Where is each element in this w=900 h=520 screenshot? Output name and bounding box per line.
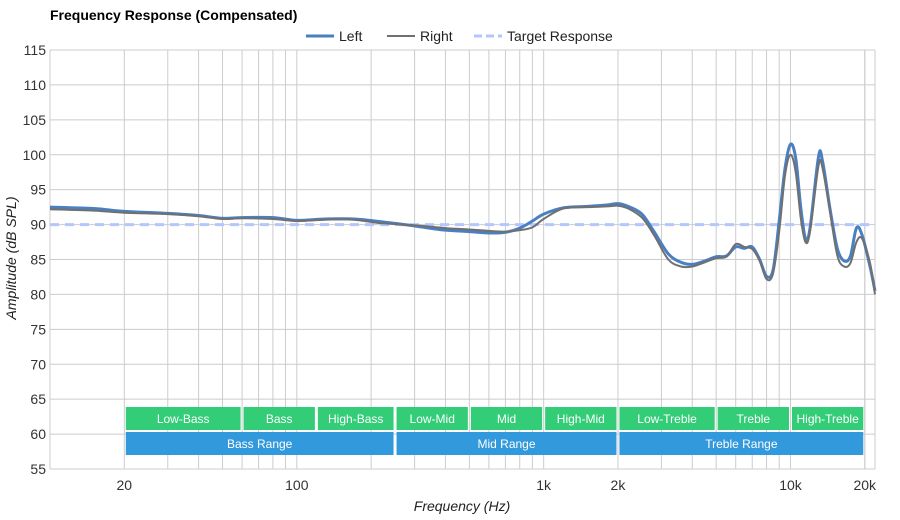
band-mid-range (396, 432, 617, 455)
y-axis-label: Amplitude (dB SPL) (3, 197, 19, 321)
band-mid (470, 407, 543, 430)
y-tick-label: 100 (23, 147, 47, 163)
band-low-treble (619, 407, 715, 430)
x-tick-label: 20k (853, 477, 877, 493)
chart-series (49, 142, 877, 295)
x-tick-label: 1k (536, 477, 552, 493)
y-tick-label: 90 (30, 217, 46, 233)
frequency-bands: Low-Bass Bass High-Bass Low-Mid Mid High-Mid L… (125, 407, 864, 455)
y-tick-label: 55 (30, 461, 46, 477)
band-bass-range (125, 432, 394, 455)
band-label: High-Bass (328, 412, 383, 426)
y-tick-label: 70 (30, 356, 46, 372)
band-bass (243, 407, 315, 430)
band-low-mid (396, 407, 468, 430)
band-label: Treble (737, 412, 771, 426)
chart-title: Frequency Response (Compensated) (50, 7, 297, 23)
y-tick-label: 65 (30, 391, 46, 407)
y-tick-label: 95 (30, 182, 46, 198)
band-label: Bass Range (227, 437, 293, 451)
band-label: Mid Range (477, 437, 535, 451)
band-label: Treble Range (705, 437, 778, 451)
band-label: Low-Treble (637, 412, 697, 426)
band-label: Low-Mid (410, 412, 455, 426)
band-treble-range (619, 432, 864, 455)
chart-legend: Left Right Target Response (306, 28, 613, 44)
band-low-bass (125, 407, 241, 430)
x-tick-label: 2k (611, 477, 627, 493)
band-high-treble (791, 407, 864, 430)
band-label: Low-Bass (157, 412, 210, 426)
band-high-mid (545, 407, 617, 430)
band-label: High-Treble (797, 412, 860, 426)
x-tick-label: 20 (117, 477, 133, 493)
legend-label-left: Left (339, 28, 362, 44)
y-tick-label: 80 (30, 286, 46, 302)
x-axis-ticks: 20 100 1k 2k 10k 20k (117, 477, 878, 493)
y-tick-label: 105 (23, 112, 47, 128)
legend-label-right: Right (420, 28, 453, 44)
band-treble (717, 407, 789, 430)
x-tick-label: 10k (779, 477, 803, 493)
legend-label-target-response: Target Response (507, 28, 613, 44)
x-tick-label: 100 (285, 477, 309, 493)
series-left (49, 142, 877, 292)
y-tick-label: 85 (30, 252, 46, 268)
x-axis-label: Frequency (Hz) (414, 498, 510, 514)
y-tick-label: 110 (24, 77, 47, 93)
series-right (49, 153, 876, 295)
chart-grid (49, 49, 876, 470)
band-label: High-Mid (557, 412, 605, 426)
y-tick-label: 115 (24, 42, 47, 58)
band-label: Mid (497, 412, 516, 426)
band-label: Bass (266, 412, 293, 426)
y-axis-ticks: 55 60 65 70 75 80 85 90 95 100 105 110 115 (23, 42, 47, 477)
band-high-bass (317, 407, 394, 430)
y-tick-label: 60 (30, 426, 46, 442)
y-tick-label: 75 (30, 321, 46, 337)
